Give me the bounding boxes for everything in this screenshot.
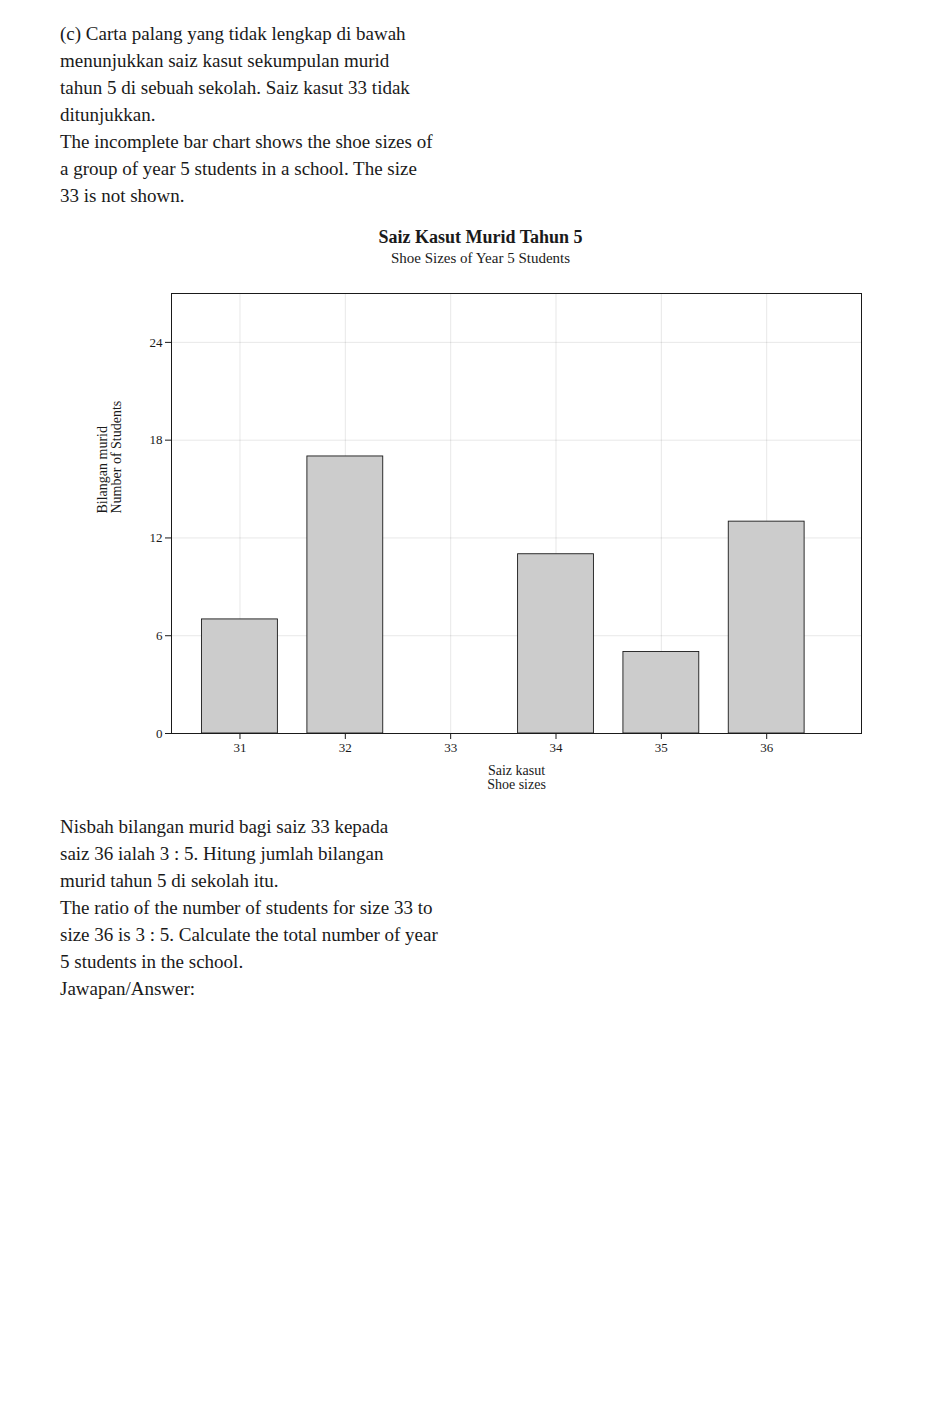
html-text:Shoe Sizes of Year 5 Students: Shoe Sizes of Year 5 Students [390,250,571,266]
html-text:menunjukkan saiz kasut sekumpu: menunjukkan saiz kasut sekumpulan murid [60,50,390,71]
svg-text:32: 32 [338,740,351,755]
html-text:Nisbah bilangan murid bagi sai: Nisbah bilangan murid bagi saiz 33 kepad… [60,816,389,837]
svg-text:34: 34 [549,740,563,755]
html-text:Saiz Kasut Murid Tahun 5: Saiz Kasut Murid Tahun 5 [378,227,583,247]
svg-text:36: 36 [760,740,774,755]
svg-text:Bilangan muridNumber of Studen: Bilangan muridNumber of Students [94,401,123,514]
svg-text:0: 0 [156,726,163,741]
html-text:5 students in the school.: 5 students in the school. [60,951,244,972]
html-text:tahun 5 di sebuah sekolah. Sai: tahun 5 di sebuah sekolah. Saiz kasut 33… [60,77,410,98]
svg-text:12: 12 [149,530,162,545]
svg-text:31: 31 [233,740,246,755]
html-text:saiz 36 ialah 3 : 5. Hitung ju: saiz 36 ialah 3 : 5. Hitung jumlah bilan… [60,843,384,864]
svg-text:6: 6 [156,628,163,643]
svg-text:33: 33 [444,740,457,755]
html-text:(c) Carta palang yang tidak le: (c) Carta palang yang tidak lengkap di b… [60,23,406,44]
svg-text:Saiz kasutShoe sizes: Saiz kasutShoe sizes [487,763,546,792]
html-text:ditunjukkan.: ditunjukkan. [60,104,156,125]
html-text:The ratio of the number of stu: The ratio of the number of students for … [60,897,433,918]
svg-text:24: 24 [149,335,163,350]
html-text:33 is not shown.: 33 is not shown. [60,185,185,206]
html-text:size 36 is 3 : 5. Calculate th: size 36 is 3 : 5. Calculate the total nu… [60,924,438,945]
svg-text:35: 35 [654,740,667,755]
html-text:The incomplete bar chart shows: The incomplete bar chart shows the shoe … [60,131,433,152]
svg-text:18: 18 [149,432,162,447]
html-text:a group of year 5 students in: a group of year 5 students in a school. … [60,158,417,179]
html-text:murid tahun 5 di sekolah itu.: murid tahun 5 di sekolah itu. [60,870,279,891]
html-text:Jawapan/Answer:: Jawapan/Answer: [60,978,196,999]
